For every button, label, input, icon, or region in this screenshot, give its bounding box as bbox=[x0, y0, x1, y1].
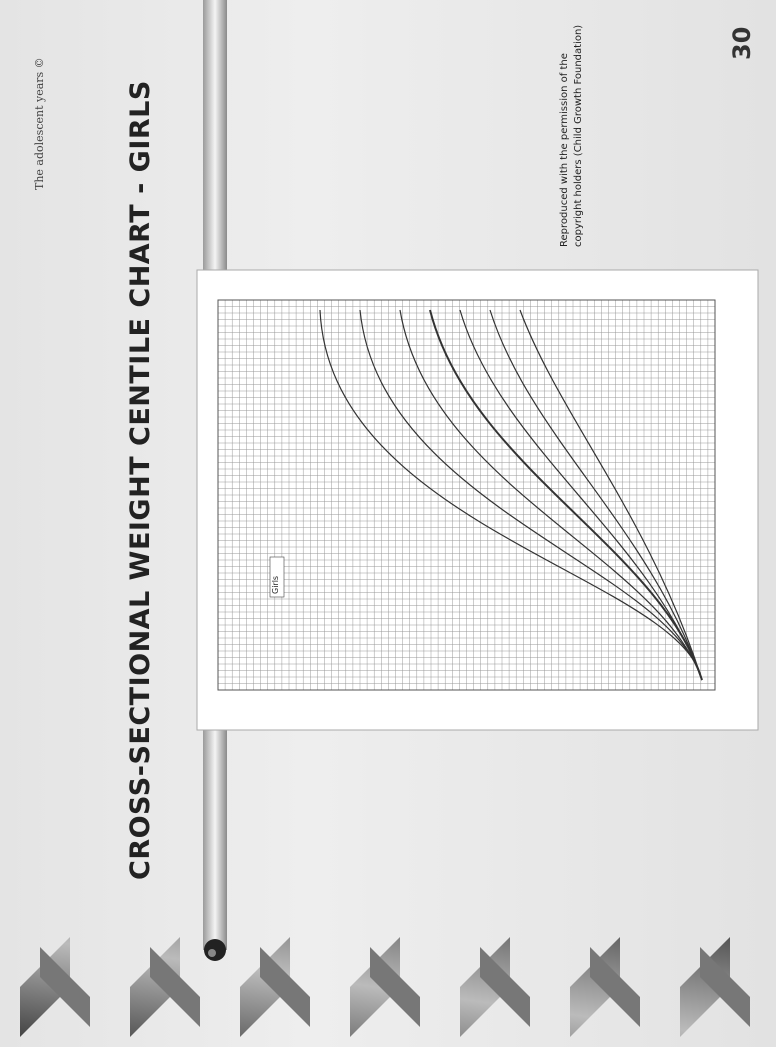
pipe-knob bbox=[204, 939, 226, 961]
credit-line: copyright holders (Child Growth Foundati… bbox=[573, 24, 584, 247]
page-number: 30 bbox=[728, 26, 756, 60]
ribbon-border bbox=[20, 937, 750, 1037]
header-text: The adolescent years © bbox=[33, 57, 46, 190]
credit-line: Reproduced with the permission of the bbox=[559, 53, 570, 247]
pipe-knob-shine bbox=[208, 949, 216, 957]
chart-image bbox=[196, 269, 759, 731]
credit: Reproduced with the permission of the co… bbox=[558, 25, 586, 247]
slide-title: CROSS-SECTIONAL WEIGHT CENTILE CHART - G… bbox=[125, 80, 156, 880]
figure-label: Girls bbox=[271, 575, 280, 594]
